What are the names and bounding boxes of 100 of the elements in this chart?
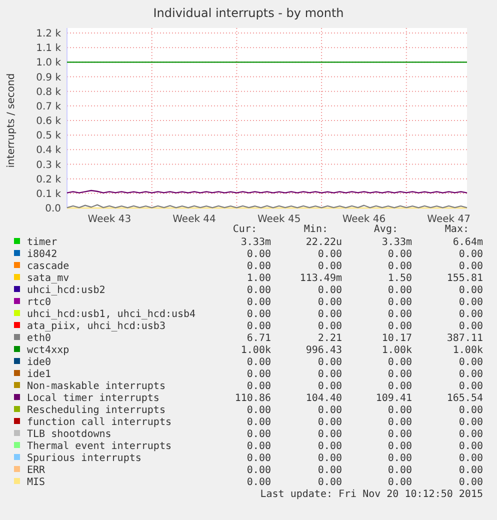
text: 6.64m (452, 237, 483, 248)
y-tick-label: 0.5 k (36, 130, 62, 142)
text: 0.00 (458, 417, 483, 428)
x-tick-label: Week 45 (257, 214, 301, 225)
text: 0.00 (458, 249, 483, 260)
y-axis-title: interrupts / second (6, 73, 17, 168)
text: 0.00 (388, 309, 412, 320)
text: 113.49m (300, 273, 342, 284)
text: 0.00 (458, 285, 483, 296)
text: 109.41 (376, 393, 412, 404)
text: 0.00 (388, 417, 412, 428)
y-tick-label: 1.0 k (36, 58, 62, 69)
legend-label: wct4xxp (27, 345, 70, 356)
text: 0.00 (318, 249, 342, 260)
legend-label: function call interrupts (27, 417, 172, 428)
text: 0.00 (246, 285, 271, 296)
legend-label: eth0 (27, 333, 52, 344)
text: 996.43 (306, 345, 342, 356)
text: 1.00k (382, 345, 412, 356)
text: 0.00 (388, 453, 412, 464)
text: 0.00 (458, 297, 483, 308)
legend-label: ata_piix, uhci_hcd:usb3 (27, 321, 166, 332)
text: 0.00 (246, 309, 271, 320)
y-tick-label: 0.4 k (36, 145, 62, 156)
legend-label: Local timer interrupts (27, 393, 160, 404)
text: 0.00 (246, 249, 271, 260)
text: 0.00 (318, 297, 342, 308)
text: 155.81 (446, 273, 483, 284)
text: 0.00 (246, 321, 271, 332)
text: 0.00 (458, 477, 483, 488)
text: 0.00 (388, 465, 412, 476)
legend-label: ide0 (27, 357, 52, 368)
text: Min: (304, 224, 328, 235)
text: 0.00 (318, 369, 342, 380)
text: 0.00 (318, 417, 342, 428)
text: 104.40 (306, 393, 342, 404)
text: 0.00 (388, 297, 412, 308)
text: 1.50 (388, 273, 412, 284)
text: Avg: (374, 224, 398, 235)
text: 0.00 (246, 261, 271, 272)
text: 0.00 (318, 477, 342, 488)
text: 0.00 (388, 321, 412, 332)
chart-title: Individual interrupts - by month (153, 6, 344, 20)
y-tick-label: 0.2 k (36, 174, 62, 186)
text: 1.00k (240, 345, 271, 356)
x-tick-label: Week 46 (342, 214, 386, 225)
y-tick-label: 1.2 k (36, 28, 62, 40)
y-tick-label: 0.9 k (36, 72, 62, 84)
text: 0.00 (318, 261, 342, 272)
legend-label: MIS (27, 477, 46, 488)
text: 165.54 (446, 393, 483, 404)
legend-label: Thermal event interrupts (27, 441, 172, 452)
text: 0.00 (246, 381, 271, 392)
text: 0.00 (388, 369, 412, 380)
text: 3.33m (240, 237, 271, 248)
text: 0.00 (388, 285, 412, 296)
legend-label: uhci_hcd:usb1, uhci_hcd:usb4 (27, 309, 196, 320)
text: 0.00 (458, 429, 483, 440)
text: 0.00 (388, 477, 412, 488)
text: 0.00 (458, 381, 483, 392)
text: 0.00 (318, 453, 342, 464)
legend-label: i8042 (27, 249, 58, 260)
text: 0.00 (458, 309, 483, 320)
text: 0.00 (388, 405, 412, 416)
text: 110.86 (234, 393, 271, 404)
legend-label: timer (27, 237, 58, 248)
text: 0.00 (246, 369, 271, 380)
text: 0.00 (246, 405, 271, 416)
legend-label: Rescheduling interrupts (27, 405, 166, 416)
text: 0.00 (458, 441, 483, 452)
y-tick-label: 0.6 k (36, 116, 62, 127)
text: 0.00 (388, 381, 412, 392)
text: 22.22u (306, 237, 342, 248)
text: 0.00 (246, 477, 271, 488)
text: 1.00k (452, 345, 483, 356)
text: 0.00 (388, 261, 412, 272)
legend-label: cascade (27, 261, 70, 272)
x-tick-label: Week 44 (172, 214, 216, 225)
text: 3.33m (382, 237, 412, 248)
y-tick-label: 1.1 k (36, 43, 62, 54)
text: 0.00 (458, 465, 483, 476)
text: 0.00 (246, 453, 271, 464)
text: 0.00 (318, 381, 342, 392)
text: Last update: Fri Nov 20 10:12:50 2015 (260, 489, 483, 500)
y-tick-label: 0.1 k (36, 188, 62, 200)
text: 0.00 (318, 405, 342, 416)
text: 1.00 (246, 273, 271, 284)
text: 0.00 (318, 441, 342, 452)
text: 0.00 (388, 441, 412, 452)
legend-label: rtc0 (27, 297, 52, 308)
text: 0.00 (246, 297, 271, 308)
text: 0.00 (458, 261, 483, 272)
text: 0.00 (458, 357, 483, 368)
text: 0.00 (318, 309, 342, 320)
text: 2.21 (318, 333, 342, 344)
legend-label: Non-maskable interrupts (27, 381, 166, 392)
text: 0.00 (318, 321, 342, 332)
text: 6.71 (246, 333, 271, 344)
y-tick-label: 0.0 (45, 204, 61, 214)
legend-label: ide1 (27, 369, 52, 380)
